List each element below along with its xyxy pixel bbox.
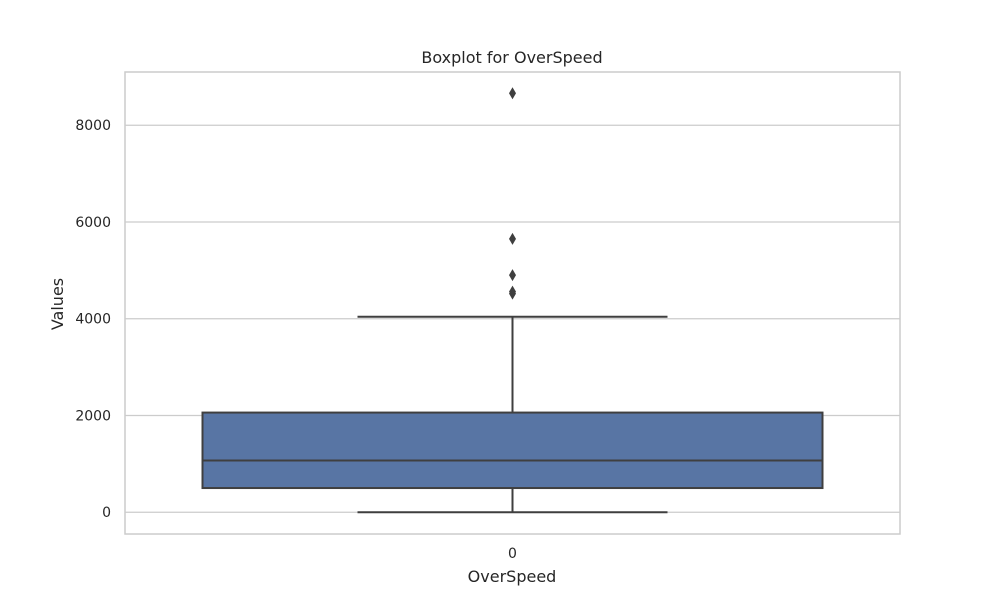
y-tick-label: 6000 [75, 215, 111, 231]
outlier-group [509, 87, 516, 300]
y-tick-label: 2000 [75, 408, 111, 424]
outlier-point [509, 232, 516, 245]
y-tick-label: 8000 [75, 118, 111, 134]
outlier-point [509, 87, 516, 100]
y-tick-label: 0 [102, 505, 111, 521]
outlier-point [509, 285, 516, 298]
box-group [201, 315, 824, 514]
outlier-point [509, 269, 516, 282]
y-axis-label: Values [48, 278, 67, 330]
x-tick-label: 0 [508, 546, 517, 562]
interquartile-box [201, 411, 824, 490]
x-axis-label: OverSpeed [468, 567, 557, 586]
chart-title: Boxplot for OverSpeed [421, 48, 602, 67]
plot-frame [124, 71, 901, 535]
y-tick-label: 4000 [75, 312, 111, 328]
x-tick-labels: 0 [508, 546, 517, 562]
y-tick-labels: 0 2000 4000 6000 8000 [75, 118, 111, 521]
